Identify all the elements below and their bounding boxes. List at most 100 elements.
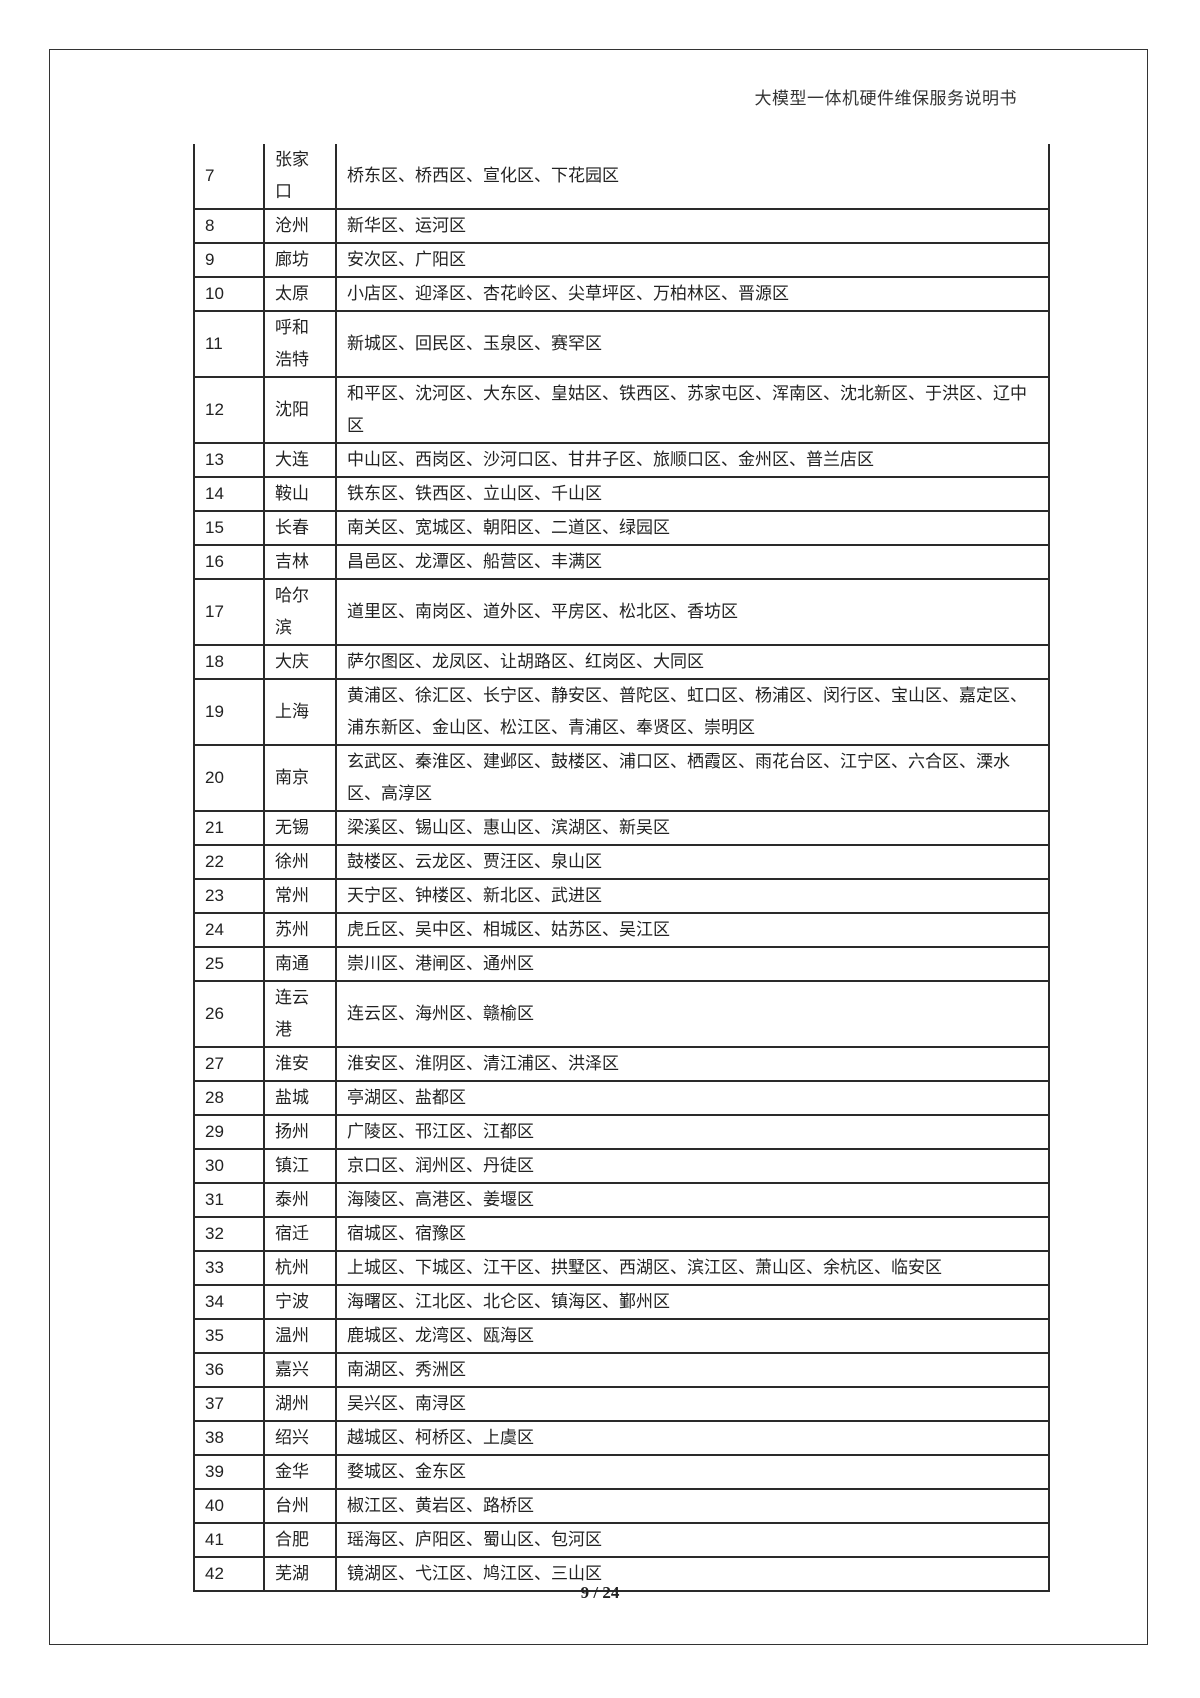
city-cell: 温州 <box>263 1318 337 1354</box>
city-name: 浩特 <box>275 350 309 369</box>
row-number: 40 <box>193 1488 265 1524</box>
page-number: 9 / 24 <box>580 1583 620 1602</box>
districts-cell: 崇川区、港闸区、通州区 <box>335 946 1050 982</box>
city-cell: 盐城 <box>263 1080 337 1116</box>
table-row: 31 泰州 海陵区、高港区、姜堰区 <box>193 1182 1050 1218</box>
city-name: 镇江 <box>275 1156 309 1175</box>
row-number: 41 <box>193 1522 265 1558</box>
districts-cell: 淮安区、淮阴区、清江浦区、洪泽区 <box>335 1046 1050 1082</box>
row-number: 23 <box>193 878 265 914</box>
row-number: 35 <box>193 1318 265 1354</box>
row-number: 20 <box>193 744 265 812</box>
districts-cell: 亭湖区、盐都区 <box>335 1080 1050 1116</box>
districts-cell: 昌邑区、龙潭区、船营区、丰满区 <box>335 544 1050 580</box>
table-row: 27 淮安 淮安区、淮阴区、清江浦区、洪泽区 <box>193 1046 1050 1082</box>
row-number: 28 <box>193 1080 265 1116</box>
table-row: 28 盐城 亭湖区、盐都区 <box>193 1080 1050 1116</box>
row-number: 10 <box>193 276 265 312</box>
row-number: 12 <box>193 376 265 444</box>
city-cell: 淮安 <box>263 1046 337 1082</box>
city-cell: 大连 <box>263 442 337 478</box>
city-name: 呼和 <box>275 318 309 337</box>
districts-cell: 梁溪区、锡山区、惠山区、滨湖区、新吴区 <box>335 810 1050 846</box>
districts-cell: 和平区、沈河区、大东区、皇姑区、铁西区、苏家屯区、浑南区、沈北新区、于洪区、辽中… <box>335 376 1050 444</box>
city-name: 杭州 <box>275 1258 309 1277</box>
districts-cell: 宿城区、宿豫区 <box>335 1216 1050 1252</box>
city-name: 口 <box>275 182 292 201</box>
districts-cell: 海曙区、江北区、北仑区、镇海区、鄞州区 <box>335 1284 1050 1320</box>
city-cell: 徐州 <box>263 844 337 880</box>
table-row: 8 沧州 新华区、运河区 <box>193 208 1050 244</box>
districts-cell: 南湖区、秀洲区 <box>335 1352 1050 1388</box>
city-cell: 哈尔滨 <box>263 578 337 646</box>
city-cell: 绍兴 <box>263 1420 337 1456</box>
row-number: 36 <box>193 1352 265 1388</box>
city-cell: 杭州 <box>263 1250 337 1286</box>
table-row: 35 温州 鹿城区、龙湾区、瓯海区 <box>193 1318 1050 1354</box>
table-row: 15 长春 南关区、宽城区、朝阳区、二道区、绿园区 <box>193 510 1050 546</box>
city-cell: 沧州 <box>263 208 337 244</box>
city-name: 南通 <box>275 954 309 973</box>
table-row: 24 苏州 虎丘区、吴中区、相城区、姑苏区、吴江区 <box>193 912 1050 948</box>
city-name: 金华 <box>275 1462 309 1481</box>
table-row: 16 吉林 昌邑区、龙潭区、船营区、丰满区 <box>193 544 1050 580</box>
table-row: 37 湖州 吴兴区、南浔区 <box>193 1386 1050 1422</box>
city-name: 温州 <box>275 1326 309 1345</box>
city-name: 沧州 <box>275 216 309 235</box>
city-name: 扬州 <box>275 1122 309 1141</box>
districts-cell: 黄浦区、徐汇区、长宁区、静安区、普陀区、虹口区、杨浦区、闵行区、宝山区、嘉定区、… <box>335 678 1050 746</box>
table-row: 22 徐州 鼓楼区、云龙区、贾汪区、泉山区 <box>193 844 1050 880</box>
city-name: 湖州 <box>275 1394 309 1413</box>
city-name: 苏州 <box>275 920 309 939</box>
service-district-table: 7 张家口桥东区、桥西区、宣化区、下花园区 8 沧州 新华区、运河区 9 廊坊 安次区、广阳区… <box>193 144 1050 1592</box>
row-number: 9 <box>193 242 265 278</box>
city-cell: 泰州 <box>263 1182 337 1218</box>
city-name: 淮安 <box>275 1054 309 1073</box>
table-row: 14 鞍山 铁东区、铁西区、立山区、千山区 <box>193 476 1050 512</box>
city-cell: 扬州 <box>263 1114 337 1150</box>
districts-cell: 鹿城区、龙湾区、瓯海区 <box>335 1318 1050 1354</box>
city-cell: 合肥 <box>263 1522 337 1558</box>
row-number: 31 <box>193 1182 265 1218</box>
city-name: 港 <box>275 1020 292 1039</box>
city-name: 鞍山 <box>275 484 309 503</box>
page-border <box>49 49 1148 1645</box>
table-row: 32 宿迁 宿城区、宿豫区 <box>193 1216 1050 1252</box>
row-number: 39 <box>193 1454 265 1490</box>
table-row: 39 金华 婺城区、金东区 <box>193 1454 1050 1490</box>
city-name: 常州 <box>275 886 309 905</box>
table-row: 9 廊坊 安次区、广阳区 <box>193 242 1050 278</box>
row-number: 7 <box>193 144 265 210</box>
row-number: 34 <box>193 1284 265 1320</box>
city-cell: 常州 <box>263 878 337 914</box>
row-number: 25 <box>193 946 265 982</box>
districts-cell: 瑶海区、庐阳区、蜀山区、包河区 <box>335 1522 1050 1558</box>
row-number: 33 <box>193 1250 265 1286</box>
row-number: 19 <box>193 678 265 746</box>
row-number: 26 <box>193 980 265 1048</box>
city-name: 无锡 <box>275 818 309 837</box>
city-cell: 上海 <box>263 678 337 746</box>
city-name: 张家 <box>275 150 309 169</box>
districts-cell: 椒江区、黄岩区、路桥区 <box>335 1488 1050 1524</box>
table-row: 30 镇江 京口区、润州区、丹徒区 <box>193 1148 1050 1184</box>
city-name: 太原 <box>275 284 309 303</box>
table-row: 29 扬州 广陵区、邗江区、江都区 <box>193 1114 1050 1150</box>
city-name: 吉林 <box>275 552 309 571</box>
city-cell: 张家口 <box>263 144 337 210</box>
districts-cell: 镜湖区、弋江区、鸠江区、三山区 <box>335 1556 1050 1592</box>
districts-cell: 婺城区、金东区 <box>335 1454 1050 1490</box>
city-cell: 呼和 浩特 <box>263 310 337 378</box>
row-number: 14 <box>193 476 265 512</box>
city-cell: 芜湖 <box>263 1556 337 1592</box>
row-number: 22 <box>193 844 265 880</box>
table-row: 11 呼和 浩特 新城区、回民区、玉泉区、赛罕区 <box>193 310 1050 378</box>
city-cell: 廊坊 <box>263 242 337 278</box>
row-number: 17 <box>193 578 265 646</box>
districts-cell: 天宁区、钟楼区、新北区、武进区 <box>335 878 1050 914</box>
table-row: 34 宁波 海曙区、江北区、北仑区、镇海区、鄞州区 <box>193 1284 1050 1320</box>
city-name: 沈阳 <box>275 400 309 419</box>
table-row: 12 沈阳 和平区、沈河区、大东区、皇姑区、铁西区、苏家屯区、浑南区、沈北新区、于洪… <box>193 376 1050 444</box>
table-row: 20 南京 玄武区、秦淮区、建邺区、鼓楼区、浦口区、栖霞区、雨花台区、江宁区、六合区… <box>193 744 1050 812</box>
districts-cell: 玄武区、秦淮区、建邺区、鼓楼区、浦口区、栖霞区、雨花台区、江宁区、六合区、溧水区… <box>335 744 1050 812</box>
